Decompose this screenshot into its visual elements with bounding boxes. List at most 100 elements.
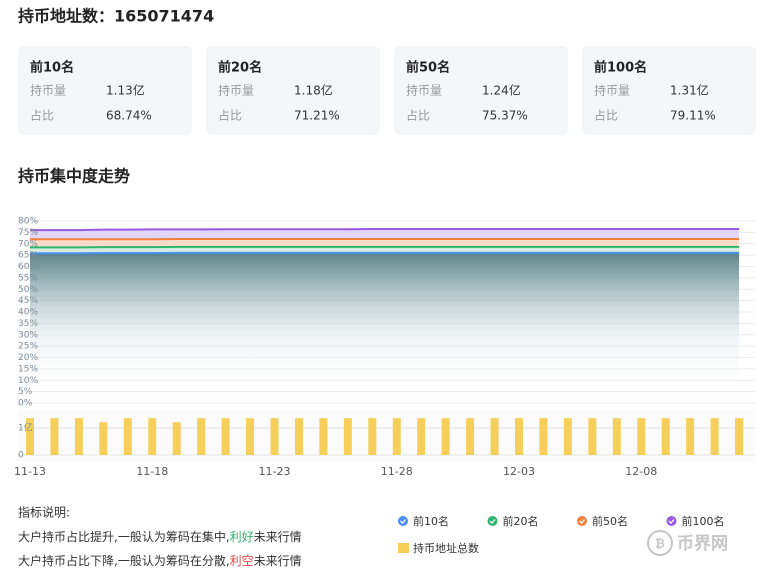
y-tick-label: 70%	[18, 239, 38, 249]
bar	[686, 418, 695, 455]
watermark: ₿ 币界网	[647, 530, 728, 556]
y-tick-label: 80%	[18, 217, 38, 227]
bar	[588, 418, 597, 455]
svg-text:₿: ₿	[655, 537, 665, 551]
bar	[490, 418, 499, 455]
legend-label: 前50名	[592, 514, 628, 528]
bar	[123, 418, 132, 455]
legend-check	[400, 519, 406, 524]
legend-label: 前100名	[682, 514, 725, 528]
card-label: 持币量	[594, 83, 630, 98]
y-tick-label: 10%	[18, 376, 38, 386]
card-label: 占比	[594, 108, 618, 123]
y-tick-label: 35%	[18, 319, 38, 329]
bar	[50, 418, 59, 455]
bar	[563, 418, 572, 455]
bar	[221, 418, 230, 455]
card-label: 占比	[218, 108, 242, 123]
card-label: 占比	[30, 108, 54, 123]
legend-swatch	[398, 543, 409, 553]
bar	[26, 418, 34, 455]
bar	[661, 418, 670, 455]
y-tick-label: 40%	[18, 308, 38, 318]
line	[30, 227, 740, 232]
card-value: 1.31亿	[670, 83, 709, 98]
y-tick-label: 0%	[18, 399, 33, 409]
legend-check	[579, 519, 585, 524]
card-label: 持币量	[406, 83, 442, 98]
legend-check	[489, 519, 496, 524]
bar	[612, 418, 621, 455]
bar	[637, 418, 646, 455]
bar	[515, 418, 523, 455]
bar	[466, 418, 475, 455]
x-tick-label: 11-23	[259, 465, 291, 478]
y-tick-label: 65%	[18, 251, 38, 261]
card	[18, 46, 192, 135]
y-tick-label: 25%	[18, 342, 38, 352]
bar	[368, 418, 377, 455]
bar	[392, 418, 401, 455]
card-value: 1.18亿	[294, 83, 333, 98]
bar	[270, 418, 279, 455]
card	[394, 46, 568, 135]
bar	[735, 418, 744, 455]
legend-label: 前10名	[413, 514, 449, 528]
card-value: 1.24亿	[482, 83, 521, 98]
card-label: 占比	[406, 108, 430, 123]
bar	[74, 418, 83, 455]
y-tick-label: 45%	[18, 296, 38, 306]
card-title: 前100名	[594, 60, 647, 76]
bar	[197, 418, 206, 455]
area	[30, 246, 740, 254]
x-tick-label: 11-18	[136, 465, 168, 478]
bar-panel	[18, 410, 755, 462]
bar	[539, 418, 548, 455]
legend-label: 持币地址总数	[413, 541, 479, 555]
card-value: 1.13亿	[106, 83, 145, 98]
watermark-text: 币界网	[677, 534, 728, 554]
bar	[246, 418, 255, 455]
bar	[319, 418, 328, 455]
card-title: 前10名	[30, 60, 74, 76]
y-tick-label: 15%	[18, 364, 38, 374]
notes-title: 指标说明:	[18, 505, 70, 520]
card-value: 71.21%	[294, 109, 340, 123]
legend-swatch	[487, 516, 498, 526]
legend-swatch	[398, 516, 408, 526]
area	[30, 228, 740, 240]
card-value: 75.37%	[482, 109, 528, 123]
x-tick-label: 11-28	[381, 465, 413, 478]
bar	[417, 418, 426, 455]
note-line: 大户持币占比下降,一般认为筹码在分散,利空未来行情	[18, 553, 302, 568]
bar	[343, 418, 352, 455]
x-tick-label: 12-03	[503, 465, 535, 478]
page-title: 持币地址数：165071474	[18, 7, 214, 26]
y-tick-label: 20%	[18, 353, 38, 363]
bar	[441, 418, 450, 455]
y2-tick-label: 1亿	[18, 422, 33, 434]
card-title: 前50名	[406, 60, 450, 76]
legend-label: 前20名	[503, 514, 539, 528]
legend-check	[668, 519, 675, 524]
card-value: 79.11%	[670, 109, 716, 123]
card-title: 前20名	[218, 60, 262, 76]
legend-swatch	[666, 516, 677, 526]
bar	[172, 422, 181, 455]
card-value: 68.74%	[106, 109, 152, 123]
y-tick-label: 50%	[18, 285, 38, 295]
y-tick-label: 5%	[18, 387, 33, 397]
bar	[710, 418, 719, 455]
x-tick-label: 11-13	[14, 465, 46, 478]
card-label: 持币量	[30, 83, 66, 98]
card	[206, 46, 380, 135]
note-line: 大户持币占比提升,一般认为筹码在集中,利好未来行情	[18, 529, 302, 544]
y-tick-label: 75%	[18, 228, 38, 238]
x-tick-label: 12-08	[625, 465, 657, 478]
section-title: 持币集中度走势	[18, 167, 130, 186]
y2-tick-label: 0	[18, 451, 24, 461]
y-tick-label: 30%	[18, 330, 38, 340]
legend-swatch	[577, 516, 587, 526]
area	[30, 252, 740, 403]
